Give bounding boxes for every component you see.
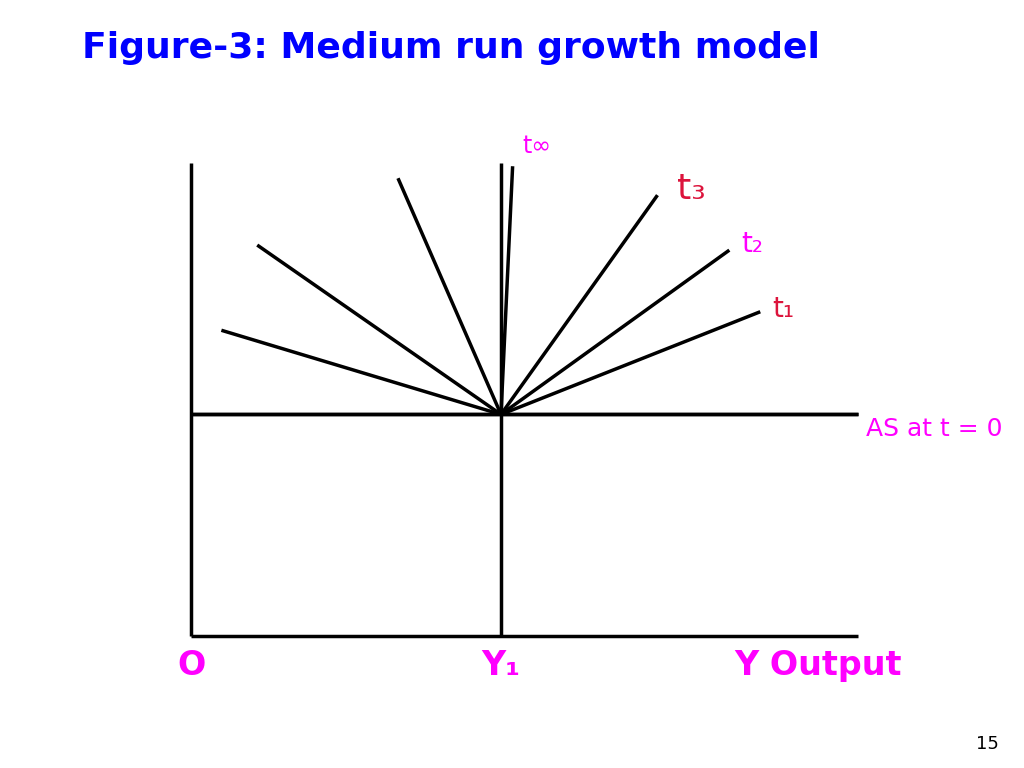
Text: Y Output: Y Output bbox=[734, 649, 902, 682]
Text: Figure-3: Medium run growth model: Figure-3: Medium run growth model bbox=[82, 31, 820, 65]
Text: 15: 15 bbox=[976, 735, 998, 753]
Text: Y₁: Y₁ bbox=[481, 649, 520, 682]
Text: t∞: t∞ bbox=[522, 134, 551, 157]
Text: AS at t = 0: AS at t = 0 bbox=[866, 417, 1002, 442]
Text: t₁: t₁ bbox=[772, 295, 795, 323]
Text: O: O bbox=[177, 649, 206, 682]
Text: t₃: t₃ bbox=[677, 172, 707, 207]
Text: t₂: t₂ bbox=[741, 230, 763, 258]
